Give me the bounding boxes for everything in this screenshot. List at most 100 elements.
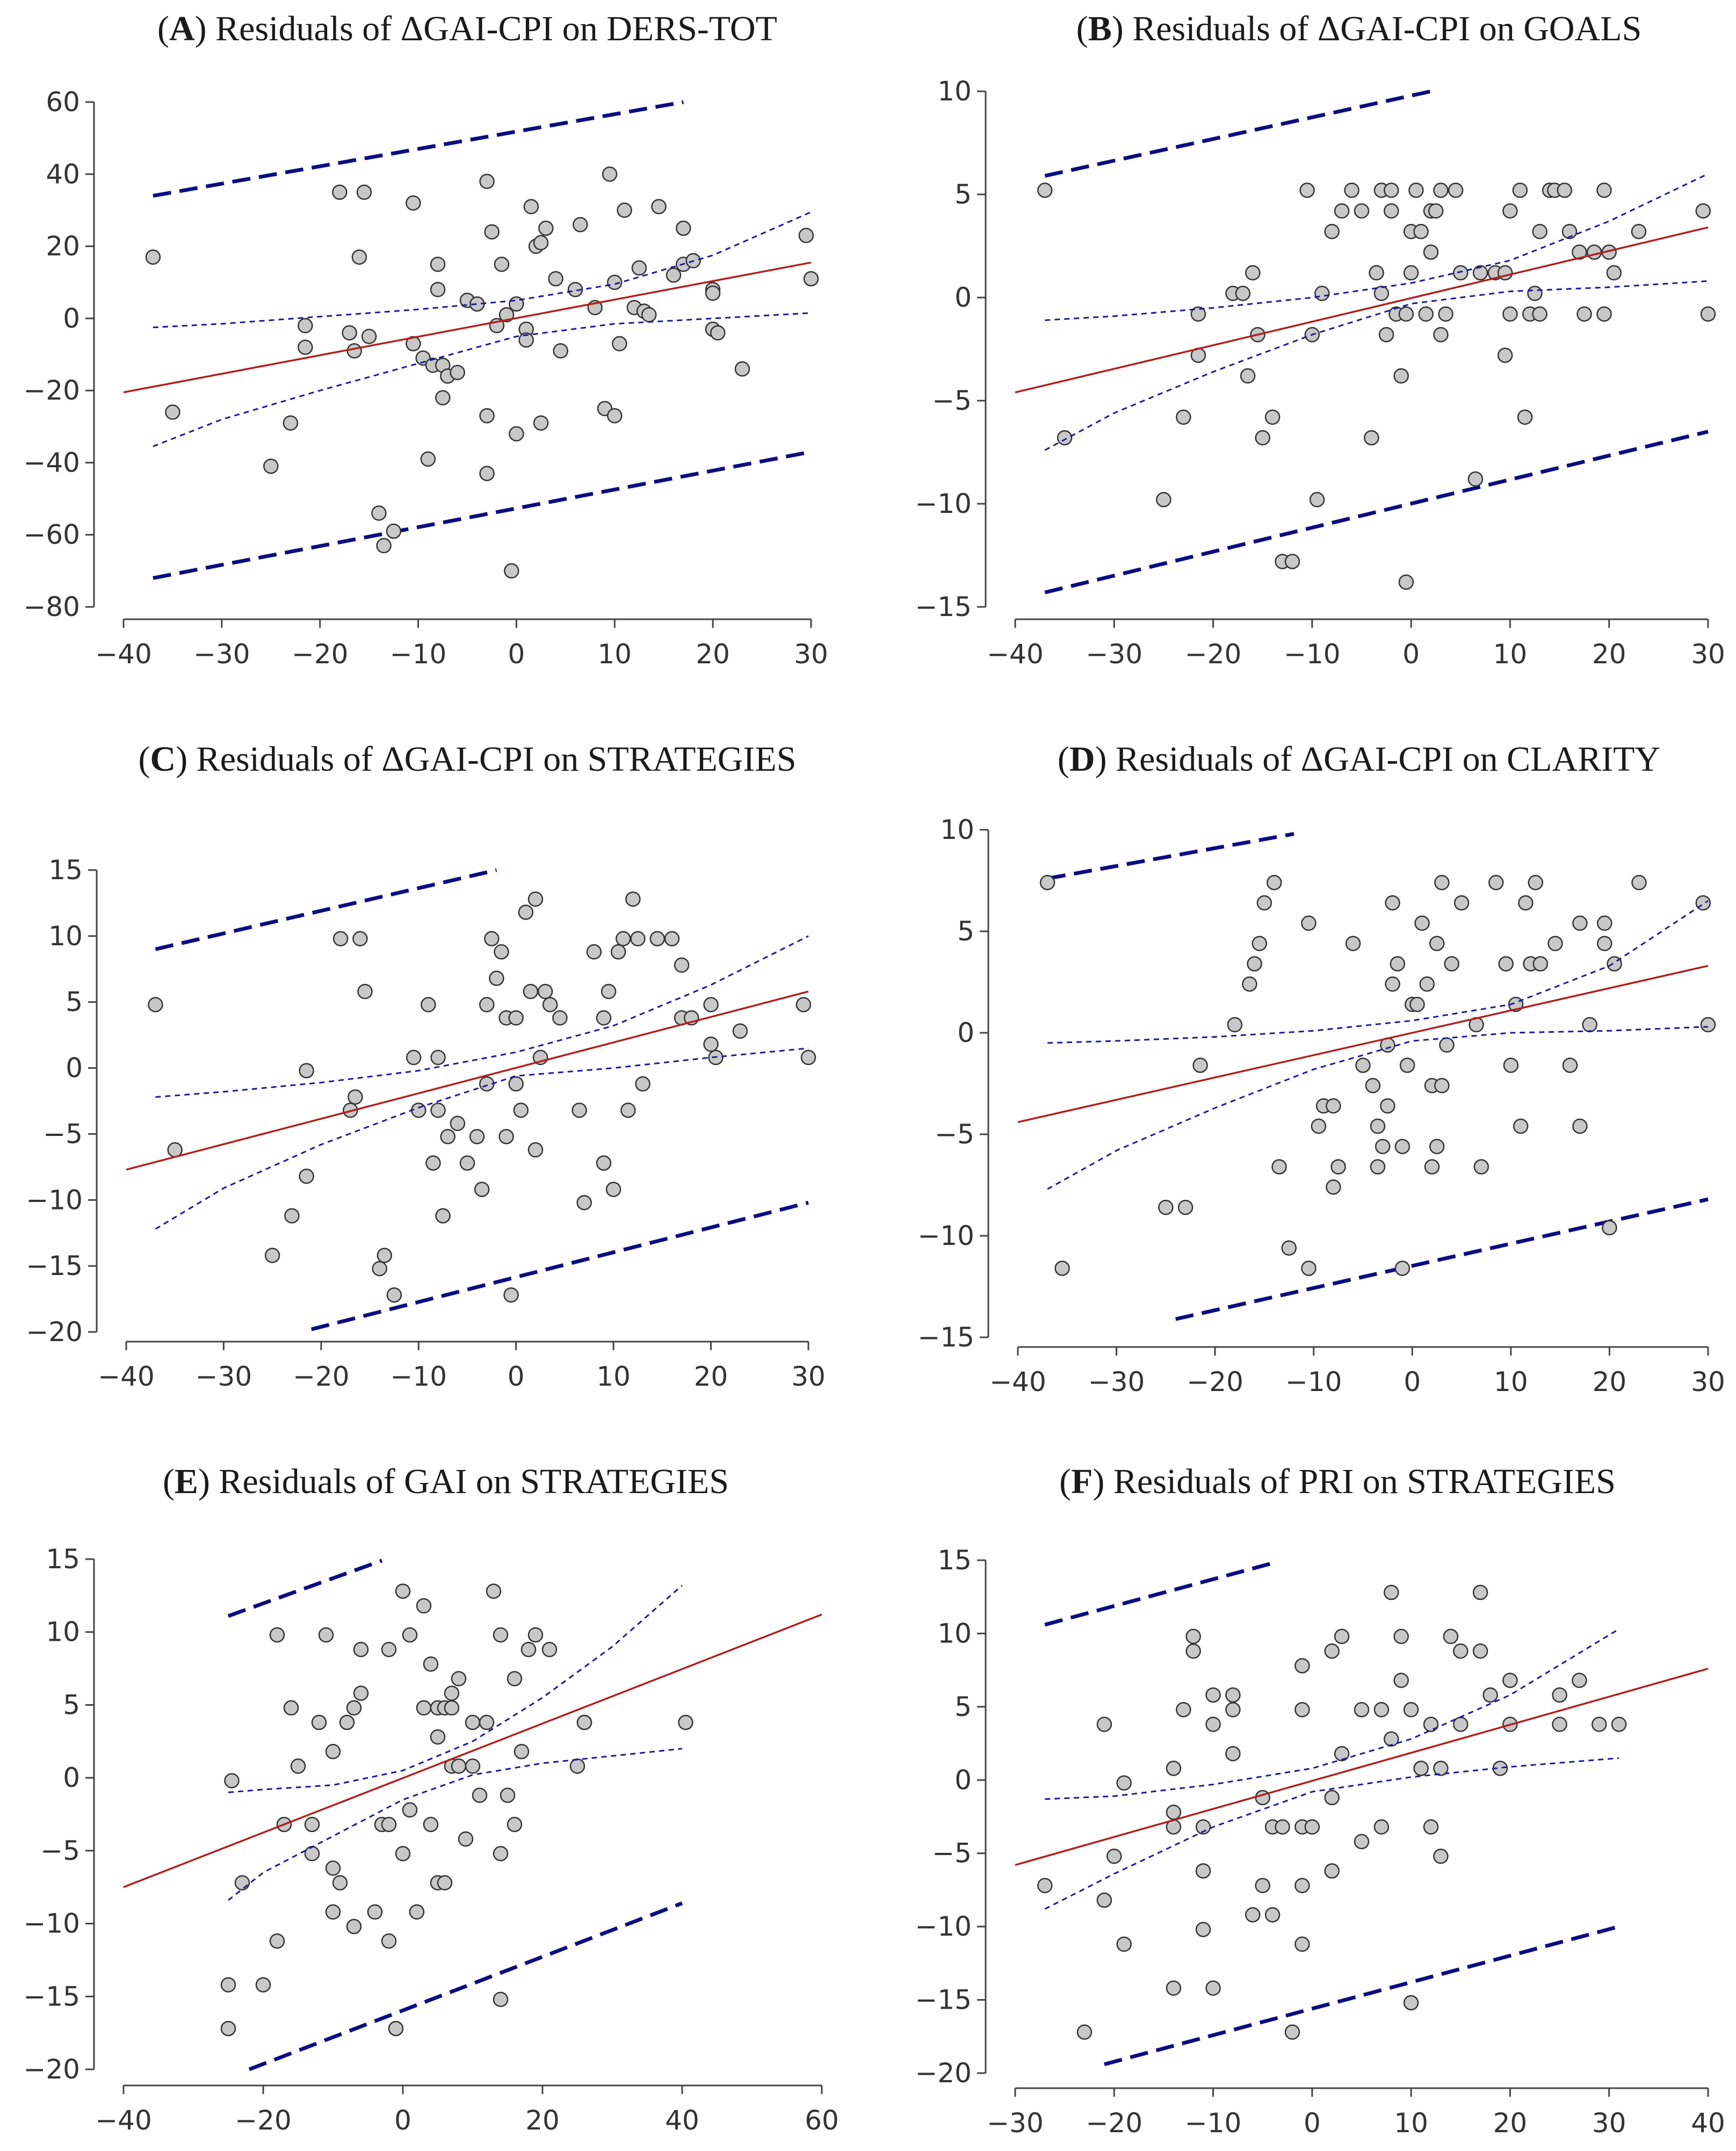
data-point: [220, 2020, 236, 2037]
data-point: [402, 1802, 418, 1818]
data-point: [631, 260, 647, 276]
data-point: [440, 1129, 455, 1145]
data-point: [1552, 1717, 1567, 1732]
data-point: [1354, 1834, 1370, 1850]
data-point: [1472, 265, 1488, 281]
data-point: [465, 1758, 481, 1774]
data-point: [357, 983, 373, 1000]
data-point: [1413, 1761, 1429, 1776]
x-tick-label: 0: [394, 2105, 411, 2136]
data-point: [1497, 347, 1513, 363]
x-tick-label: 10: [1493, 639, 1528, 670]
panel-f-letter: F: [1071, 1462, 1093, 1501]
y-tick-label: −80: [23, 591, 80, 622]
data-point: [332, 184, 348, 200]
data-point: [1572, 1672, 1587, 1688]
y-tick-label: −15: [915, 591, 972, 622]
data-point: [1311, 1118, 1327, 1134]
x-tick-label: 30: [1691, 639, 1725, 670]
regression-line: [1015, 226, 1709, 394]
data-point: [489, 971, 504, 986]
data-point: [649, 931, 666, 947]
data-point: [1434, 1078, 1450, 1093]
data-point: [1557, 183, 1573, 198]
data-point: [376, 538, 392, 554]
data-point: [269, 1627, 285, 1643]
x-tick-label: −30: [193, 639, 250, 670]
x-tick-label: 10: [1394, 2107, 1428, 2139]
data-point: [1324, 1863, 1340, 1879]
panel-f-title: (F) Residuals of PRI on STRATEGIES: [1059, 1462, 1616, 1501]
prediction-interval-upper: [1044, 89, 1431, 178]
data-point: [435, 1208, 451, 1224]
data-point: [1294, 1936, 1310, 1952]
data-point: [1247, 956, 1262, 972]
data-point: [1166, 1980, 1182, 1996]
data-point: [1334, 1746, 1350, 1762]
x-tick-label: 10: [596, 1361, 631, 1392]
y-tick-label: 5: [957, 916, 974, 947]
data-point: [1443, 1628, 1459, 1645]
regression-line: [123, 262, 812, 394]
data-point: [676, 220, 691, 236]
data-point: [381, 1642, 397, 1657]
x-tick-label: 0: [1402, 639, 1420, 670]
data-point: [1384, 1731, 1399, 1747]
data-point: [523, 983, 539, 1000]
data-point: [1403, 265, 1419, 281]
data-point: [1225, 1702, 1241, 1718]
data-point: [537, 983, 553, 1000]
y-tick-label: −10: [915, 1911, 972, 1942]
data-point: [451, 1671, 467, 1686]
confidence-band-upper: [155, 935, 809, 1098]
x-tick-label: −10: [1185, 2107, 1242, 2139]
data-point: [458, 1831, 474, 1847]
data-point: [1235, 286, 1251, 301]
x-tick-label: 20: [525, 2105, 560, 2136]
data-point: [284, 1208, 300, 1224]
data-point: [1294, 1658, 1310, 1674]
data-point: [1195, 1863, 1211, 1879]
data-point: [1414, 915, 1430, 931]
data-point: [372, 1261, 387, 1277]
data-point: [1429, 936, 1445, 951]
data-point: [1314, 286, 1330, 301]
data-point: [346, 1700, 362, 1716]
data-point: [607, 274, 623, 290]
y-tick-label: 10: [937, 1618, 972, 1649]
y-tick-label: 0: [954, 282, 972, 313]
data-point: [1472, 1584, 1488, 1600]
data-point: [533, 415, 549, 431]
y-tick-label: −15: [26, 1250, 83, 1281]
y-tick-label: 5: [954, 1691, 972, 1722]
data-point: [1453, 265, 1469, 281]
data-point: [710, 325, 726, 341]
data-point: [1227, 1017, 1243, 1033]
data-point: [1373, 1819, 1390, 1835]
data-point: [1116, 1936, 1132, 1952]
data-point: [548, 271, 563, 287]
y-tick-label: 40: [46, 158, 80, 190]
data-point: [1596, 306, 1612, 322]
prediction-interval-upper: [153, 100, 684, 198]
prediction-interval-upper: [1044, 1561, 1274, 1627]
data-point: [1592, 1717, 1607, 1732]
data-point: [498, 307, 515, 323]
data-point: [1418, 306, 1434, 322]
data-point: [1096, 1892, 1112, 1908]
data-point: [325, 1744, 341, 1759]
y-tick-label: 5: [63, 1689, 80, 1720]
data-point: [507, 1816, 523, 1833]
data-point: [1385, 895, 1400, 911]
data-point: [145, 249, 161, 265]
y-tick-label: −10: [26, 1184, 83, 1215]
data-point: [1602, 1220, 1617, 1236]
data-point: [1561, 223, 1578, 240]
prediction-interval-lower: [248, 1901, 683, 2072]
data-point: [479, 408, 495, 424]
data-point: [1380, 1098, 1395, 1114]
data-point: [420, 451, 436, 467]
data-point: [1448, 183, 1464, 198]
data-point: [356, 184, 372, 200]
data-point: [803, 271, 819, 287]
